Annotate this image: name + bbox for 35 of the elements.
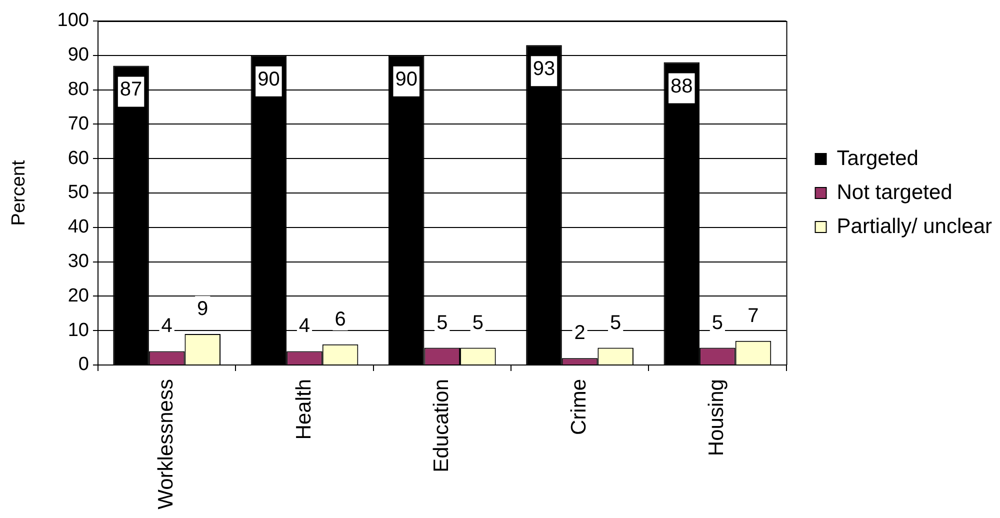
y-tick-label: 60 <box>68 148 89 169</box>
data-label: 5 <box>712 312 723 334</box>
y-axis-title: Percent <box>8 160 30 226</box>
data-label: 2 <box>574 322 586 344</box>
y-tick-label: 40 <box>68 216 89 238</box>
x-tick-label: Worklessness <box>154 379 178 510</box>
data-label: 5 <box>610 312 622 334</box>
legend-label: Not targeted <box>836 180 952 204</box>
data-label: 88 <box>670 75 693 98</box>
y-tick-label: 50 <box>68 182 89 204</box>
x-tick-label: Crime <box>568 379 591 435</box>
data-label: 6 <box>334 308 346 330</box>
legend-label: Targeted <box>836 146 918 170</box>
data-label: 90 <box>395 68 418 90</box>
y-tick-label: 80 <box>68 79 89 100</box>
x-tick-label: Health <box>292 379 316 440</box>
y-tick-label: 30 <box>68 251 89 272</box>
legend-label: Partially/ unclear <box>836 214 992 238</box>
data-label: 90 <box>258 68 280 90</box>
x-tick-label: Education <box>430 379 453 472</box>
y-tick-label: 100 <box>57 10 89 32</box>
y-tick-label: 20 <box>68 285 89 306</box>
data-label: 4 <box>298 315 310 338</box>
y-tick-label: 0 <box>78 354 89 376</box>
data-label: 7 <box>748 304 759 327</box>
data-label: 5 <box>436 312 448 334</box>
data-label: 93 <box>532 58 556 80</box>
y-tick-label: 90 <box>68 44 89 66</box>
x-tick-label: Housing <box>705 379 728 456</box>
data-label: 5 <box>472 312 484 334</box>
data-label: 4 <box>161 315 172 338</box>
y-tick-label: 10 <box>68 320 89 341</box>
data-label: 9 <box>197 298 208 320</box>
y-tick-label: 70 <box>68 113 89 134</box>
data-label: 87 <box>120 78 142 101</box>
